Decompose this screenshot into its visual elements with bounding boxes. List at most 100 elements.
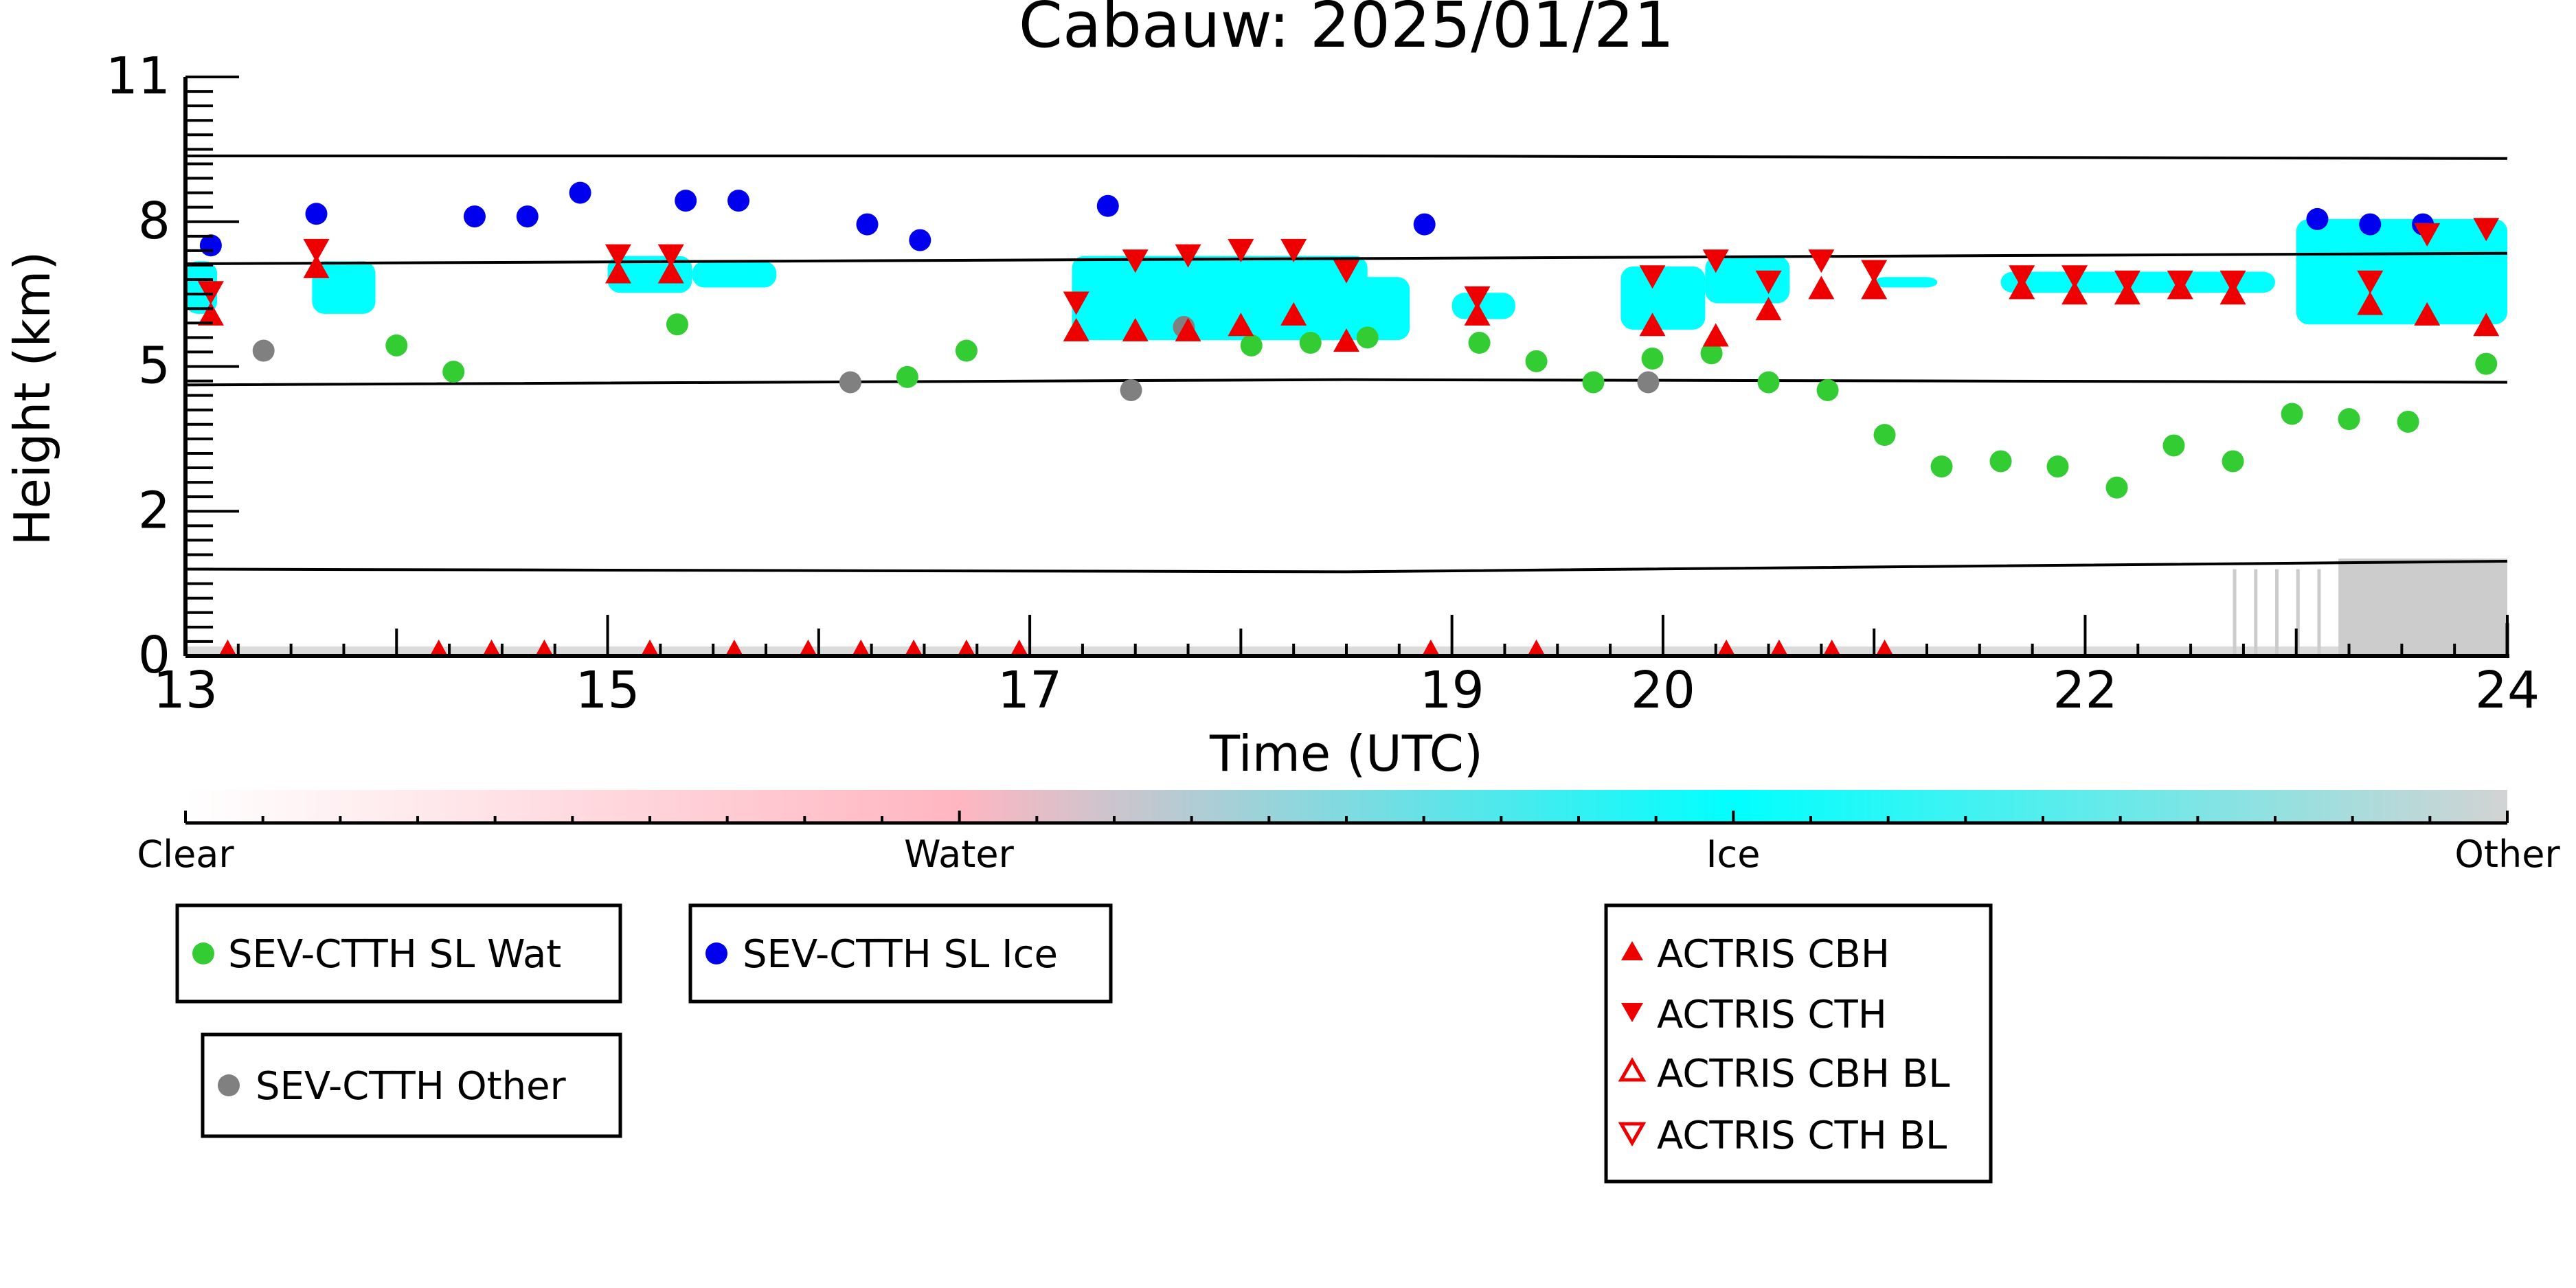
legend-sev-ice: SEV-CTTH SL Ice (688, 903, 1113, 1004)
legend-actris: ACTRIS CBH ACTRIS CTH ACTRIS CBH BL ACTR… (1604, 903, 1993, 1184)
actris-low-point (430, 640, 447, 655)
colorbar-label-water: Water (904, 833, 1014, 876)
actris-cbh-point (2357, 291, 2384, 315)
y-tick-label: 5 (138, 337, 170, 396)
plot-area (185, 154, 2508, 656)
actris-cth-point (1755, 270, 1782, 294)
actris-cth-point (1333, 260, 1359, 284)
actris-cth-point (1464, 286, 1491, 310)
actris-cbh-point (2473, 313, 2500, 337)
sev-ctth-sl-ice-point (199, 234, 222, 257)
sev-ctth-sl-wat-point (1816, 379, 1839, 401)
sev-ctth-sl-wat-point (1930, 455, 1953, 478)
legend-label-sev-ice: SEV-CTTH SL Ice (743, 932, 1058, 977)
sev-ctth-sl-ice-point (909, 229, 931, 251)
actris-cbh-point (605, 260, 631, 284)
ground-clutter-spike (2275, 569, 2279, 656)
sev-ctth-other-point (839, 371, 861, 394)
colorbar-label-clear: Clear (137, 833, 234, 876)
colorbar-label-other: Other (2454, 833, 2560, 876)
legend-marker-sev-ice (705, 942, 727, 964)
sev-ctth-sl-ice-point (1096, 194, 1119, 217)
actris-cth-point (1639, 265, 1666, 289)
sev-ctth-sl-wat-point (2397, 410, 2419, 433)
axes: 0 2 5 8 11 13 15 17 19 20 22 24 (106, 47, 2540, 720)
legend-label-actris-cbh-bl: ACTRIS CBH BL (1657, 1052, 1950, 1096)
sev-ctth-sl-wat-point (666, 313, 688, 336)
data-marks (197, 181, 2500, 655)
y-tick-label: 2 (138, 481, 170, 540)
cloud-patch (1874, 277, 1938, 288)
actris-cth-point (657, 244, 684, 268)
legend-marker-sev-wat (192, 942, 214, 964)
actris-cth-point (2167, 270, 2193, 294)
reference-line (185, 378, 2508, 387)
ground-clutter-spike (2254, 569, 2258, 656)
actris-cth-point (1280, 238, 1307, 262)
sev-ctth-sl-wat-point (1757, 371, 1780, 394)
actris-cth-point (1122, 249, 1149, 273)
actris-cth-point (2473, 218, 2500, 242)
actris-cth-point (1808, 249, 1835, 273)
sev-ctth-sl-ice-point (516, 205, 539, 228)
actris-cth-point (1175, 244, 1201, 268)
actris-low-point (1010, 640, 1028, 655)
sev-ctth-sl-wat-point (2338, 408, 2360, 431)
legend-marker-actris-cth (1621, 1003, 1643, 1022)
sev-ctth-sl-wat-point (1525, 350, 1548, 372)
actris-cbh-point (2414, 302, 2441, 326)
ground-clutter-spike (2233, 569, 2237, 656)
cloud-patch (1451, 293, 1515, 319)
x-tick-label: 13 (153, 661, 218, 720)
actris-low-point (725, 640, 743, 655)
actris-low-point (642, 640, 658, 655)
actris-cth-point (2009, 265, 2035, 289)
cloud-patch (2296, 218, 2507, 325)
cloud-patch (1072, 256, 1368, 341)
colorbar-label-ice: Ice (1706, 833, 1761, 876)
sev-ctth-sl-ice-point (569, 181, 591, 204)
legend-marker-actris-cbh (1621, 941, 1643, 960)
legend-label-actris-cth-bl: ACTRIS CTH BL (1657, 1114, 1947, 1158)
cloud-patch (312, 261, 376, 314)
actris-low-point (1528, 640, 1545, 655)
sev-ctth-other-point (252, 339, 275, 362)
actris-cbh-point (1702, 323, 1729, 347)
reference-lines (185, 154, 2508, 574)
colorbar: Clear Water Ice Other (137, 790, 2560, 876)
legend-marker-actris-cbh-bl (1618, 1057, 1647, 1082)
ground-clutter-spike (2296, 569, 2300, 656)
sev-ctth-sl-ice-point (675, 190, 697, 212)
x-tick-label: 15 (575, 661, 640, 720)
sev-ctth-sl-ice-point (2359, 213, 2382, 236)
actris-cth-point (2219, 270, 2246, 294)
sev-ctth-sl-wat-point (2162, 434, 2185, 457)
x-axis-label: Time (UTC) (1209, 725, 1483, 782)
actris-low-point (800, 640, 817, 655)
actris-cbh-point (1861, 275, 1888, 300)
actris-cth-point (1702, 249, 1729, 273)
actris-cth-point (1063, 291, 1089, 315)
sev-ctth-sl-wat-point (2222, 450, 2244, 473)
actris-cbh-point (1464, 302, 1491, 326)
actris-low-point (483, 640, 500, 655)
actris-low-point (219, 640, 236, 655)
legend-label-actris-cth: ACTRIS CTH (1657, 993, 1887, 1037)
legend-sev-wat: SEV-CTTH SL Wat (175, 903, 622, 1004)
sev-ctth-sl-wat-point (385, 334, 408, 357)
sev-ctth-sl-ice-point (463, 205, 486, 228)
sev-ctth-sl-ice-point (727, 190, 750, 212)
sev-ctth-sl-ice-point (856, 213, 879, 236)
actris-cbh-point (1122, 317, 1149, 341)
sev-ctth-sl-wat-point (1299, 332, 1322, 354)
sev-ctth-sl-wat-point (2281, 403, 2303, 425)
sev-ctth-sl-wat-point (1989, 450, 2012, 473)
legend-label-sev-wat: SEV-CTTH SL Wat (228, 932, 561, 977)
actris-cbh-point (1228, 313, 1254, 337)
actris-cbh-point (657, 260, 684, 284)
sev-ctth-sl-wat-point (2046, 455, 2069, 478)
actris-cbh-point (1755, 297, 1782, 321)
x-tick-label: 17 (997, 661, 1062, 720)
actris-cbh-point (1808, 275, 1835, 300)
actris-cbh-point (197, 302, 224, 326)
